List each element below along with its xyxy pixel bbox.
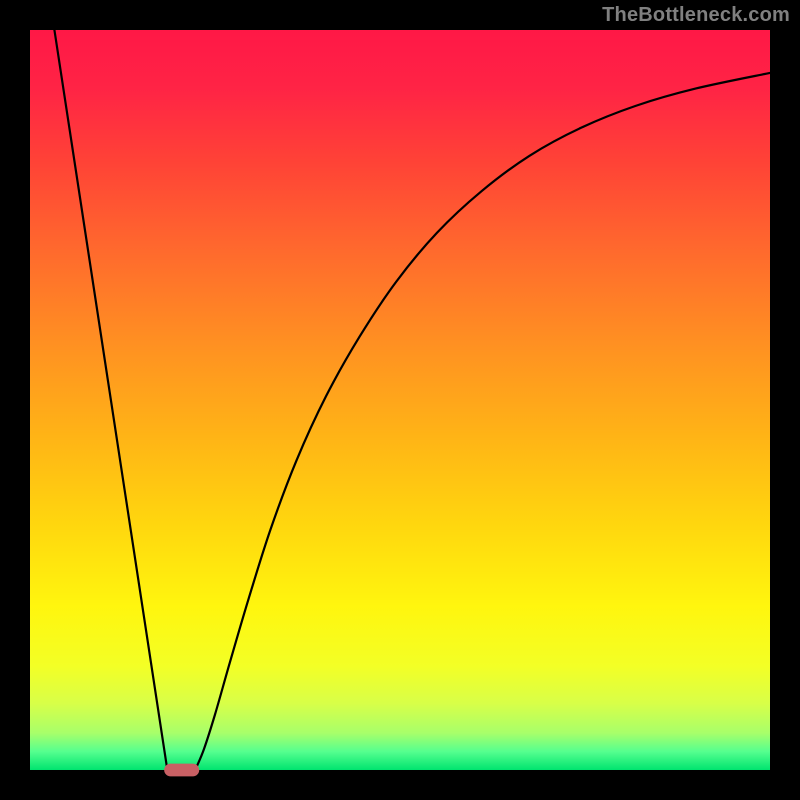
chart-root: TheBottleneck.com [0,0,800,800]
optimum-marker [165,764,199,776]
watermark-text: TheBottleneck.com [602,4,790,27]
chart-svg [0,0,800,800]
plot-background-gradient [30,30,770,770]
